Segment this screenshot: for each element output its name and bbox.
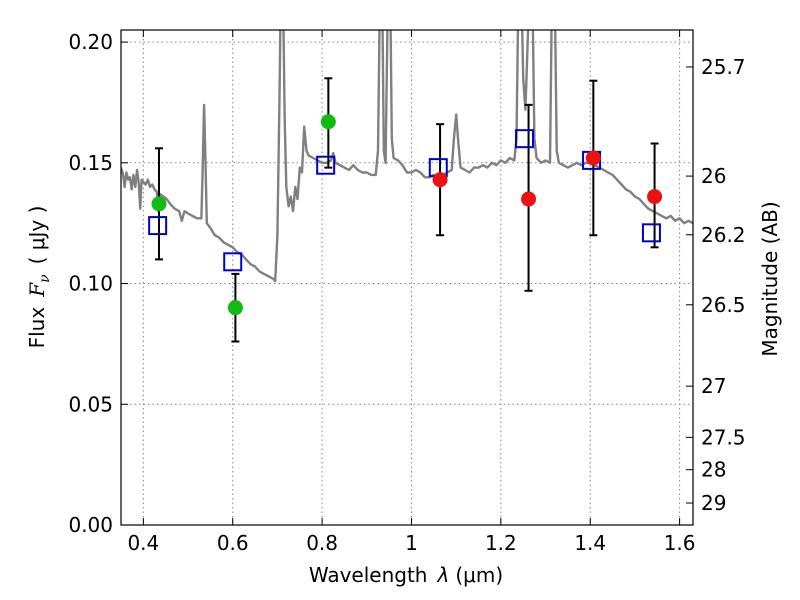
y-tick-label: 0.10 [68,272,113,296]
magnitude-tick-label: 26.5 [701,293,746,317]
plot-background [121,30,693,525]
y2-axis-label: Magnitude (AB) [758,201,782,356]
x-tick-label: 1.4 [574,531,606,555]
magnitude-tick-label: 28 [701,458,726,482]
magnitude-tick-label: 26.2 [701,223,746,247]
model-photometry-square [641,223,661,243]
axes-ticks: 0.4 0.6 0.8 1 1.2 1.4 1.6 0.00 0.05 0.10 0.15 0.20 2… [68,30,746,555]
red-data-point [585,150,601,166]
y-tick-label: 0.20 [68,30,113,54]
x-tick-label: 1.2 [485,531,517,555]
green-data-point [227,300,243,316]
red-data-point [432,172,448,188]
model-photometry-square [223,252,243,272]
x-tick-label: 0.4 [127,531,159,555]
x-axis-label: Wavelength λ (μm) [309,563,503,587]
x-tick-label: 1.6 [664,531,696,555]
y-tick-label: 0.05 [68,392,113,416]
model-photometry-square [148,216,168,236]
red-data-point [521,191,537,207]
x-axis-unit: (μm) [455,563,503,587]
x-tick-label: 0.8 [306,531,338,555]
y-axis-subscript: ν [37,274,53,283]
x-axis-symbol: λ [437,563,450,587]
magnitude-tick-label: 29 [701,491,726,515]
magnitude-tick-label: 26 [701,164,726,188]
y-axis-label: FluxFν( μJy ) [25,206,53,349]
x-tick-label: 0.6 [217,531,249,555]
model-spectrum-line [121,30,693,283]
y-axis-unit: ( μJy ) [25,206,49,265]
plot-area [121,30,693,343]
green-data-point [320,114,336,130]
model-photometry-square [316,155,336,175]
plot-frame [120,29,694,526]
grid [121,30,693,526]
green-data-point [151,196,167,212]
y-tick-label: 0.15 [68,151,113,175]
red-data-point [647,189,663,205]
y-axis-symbol: F [25,282,49,298]
y-tick-label: 0.00 [68,513,113,537]
x-tick-label: 1 [405,531,418,555]
magnitude-tick-label: 27.5 [701,425,746,449]
magnitude-tick-label: 25.7 [701,55,746,79]
magnitude-tick-label: 27 [701,374,726,398]
model-photometry-square [515,129,535,149]
